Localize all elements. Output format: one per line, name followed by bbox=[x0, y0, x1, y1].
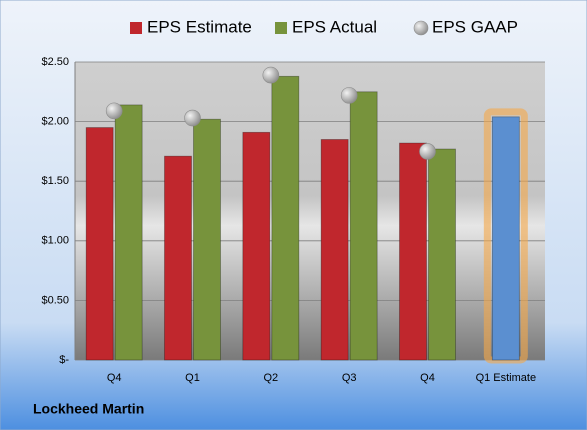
highlight-bar bbox=[491, 116, 520, 361]
x-tick-label: Q4 bbox=[420, 372, 435, 384]
bar bbox=[164, 155, 192, 361]
x-tick-label: Q1 bbox=[185, 372, 200, 384]
x-tick-label: Q1 Estimate bbox=[476, 372, 537, 384]
gaap-marker bbox=[184, 109, 201, 127]
legend-text: EPS Estimate bbox=[147, 17, 252, 36]
gaap-marker bbox=[262, 66, 280, 84]
footer: Lockheed Martin bbox=[33, 401, 144, 417]
x-tick-label: Q2 bbox=[263, 372, 278, 384]
bar bbox=[193, 118, 221, 361]
y-tick-label: $2.50 bbox=[41, 56, 69, 68]
bar bbox=[349, 91, 378, 361]
legend-marker bbox=[275, 22, 287, 34]
y-tick-label: $- bbox=[59, 354, 69, 366]
bar bbox=[242, 131, 271, 361]
x-tick-label: Q4 bbox=[107, 372, 122, 384]
legend-marker bbox=[130, 22, 142, 34]
gaap-marker bbox=[105, 102, 123, 120]
gaap-marker bbox=[419, 143, 436, 160]
bar bbox=[399, 142, 427, 361]
y-tick-label: $1.50 bbox=[41, 175, 69, 187]
x-tick-label: Q3 bbox=[342, 372, 357, 384]
plot-area bbox=[75, 62, 545, 360]
y-tick-label: $0.50 bbox=[41, 294, 69, 306]
bar bbox=[271, 75, 300, 361]
bar bbox=[85, 127, 114, 361]
legend-text: EPS GAAP bbox=[432, 17, 518, 36]
legend-marker bbox=[413, 20, 429, 36]
y-tick-label: $1.00 bbox=[41, 235, 69, 247]
y-tick-label: $2.00 bbox=[41, 116, 69, 128]
bar bbox=[428, 148, 456, 361]
gaap-marker bbox=[340, 87, 358, 104]
legend-text: EPS Actual bbox=[292, 17, 377, 36]
bar bbox=[114, 104, 143, 361]
bar bbox=[320, 139, 349, 361]
